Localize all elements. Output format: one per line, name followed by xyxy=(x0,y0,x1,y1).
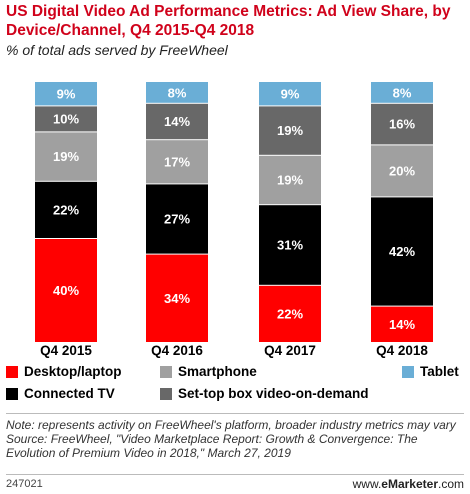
bar-segment xyxy=(371,103,433,145)
bar-segment xyxy=(371,82,433,103)
legend-item: Connected TV xyxy=(6,386,115,401)
x-tick-label: Q4 2015 xyxy=(40,343,92,358)
bar-segment xyxy=(35,132,97,181)
bar-segment xyxy=(146,140,208,184)
data-label: 14% xyxy=(389,317,415,332)
chart-title: US Digital Video Ad Performance Metrics:… xyxy=(6,3,451,39)
data-label: 9% xyxy=(57,87,76,102)
bar-segment xyxy=(146,82,208,103)
data-label: 10% xyxy=(53,111,79,126)
bar-segment xyxy=(259,285,321,342)
bar-segment xyxy=(146,184,208,254)
legend-swatch xyxy=(402,365,414,378)
legend-label: Smartphone xyxy=(178,364,257,379)
source-text: Source: FreeWheel, "Video Marketplace Re… xyxy=(6,432,418,460)
bar-segment xyxy=(35,106,97,132)
data-label: 40% xyxy=(53,283,79,298)
x-tick-label: Q4 2018 xyxy=(376,343,428,358)
bar-segment xyxy=(259,106,321,155)
legend-label: Set-top box video-on-demand xyxy=(178,386,369,401)
bar-segment xyxy=(35,181,97,238)
data-label: 8% xyxy=(168,85,187,100)
legend-item: Set-top box video-on-demand xyxy=(160,386,369,401)
legend-label: Tablet xyxy=(420,364,459,379)
data-label: 17% xyxy=(164,154,190,169)
chart-id: 247021 xyxy=(6,478,43,490)
legend-item: Desktop/laptop xyxy=(6,364,122,379)
data-label: 8% xyxy=(393,85,412,100)
bar-segment xyxy=(371,306,433,342)
x-tick-label: Q4 2017 xyxy=(264,343,316,358)
stacked-bar-chart: 40% 22% 19% 10% 9% Q4 2015 34% 27% 17% 14% 8% Q4 20… xyxy=(35,82,433,358)
chart-subtitle: % of total ads served by FreeWheel xyxy=(6,42,228,58)
legend-swatch xyxy=(6,387,18,400)
bar-segment xyxy=(259,155,321,205)
bar-segment xyxy=(146,254,208,342)
brand-link[interactable]: www.eMarketer.com xyxy=(353,477,464,491)
data-label: 34% xyxy=(164,291,190,306)
chart-legend: Desktop/laptop Connected TV Smartphone Set-… xyxy=(0,360,470,410)
notes: Note: represents activity on FreeWheel's… xyxy=(6,418,466,460)
data-label: 42% xyxy=(389,244,415,259)
divider xyxy=(6,474,464,475)
bar-segment xyxy=(371,197,433,306)
bar-segment xyxy=(35,82,97,106)
data-label: 19% xyxy=(277,123,303,138)
bar-segment xyxy=(371,145,433,197)
data-label: 31% xyxy=(277,238,303,253)
divider xyxy=(6,413,464,414)
bar-segment xyxy=(35,239,97,342)
x-tick-label: Q4 2016 xyxy=(151,343,203,358)
legend-swatch xyxy=(160,365,172,378)
bar-segment xyxy=(259,82,321,106)
data-label: 22% xyxy=(277,306,303,321)
bar-segment xyxy=(259,205,321,285)
data-label: 19% xyxy=(53,149,79,164)
data-label: 27% xyxy=(164,212,190,227)
legend-label: Desktop/laptop xyxy=(24,364,122,379)
brand-prefix: www. xyxy=(352,477,382,491)
legend-item: Tablet xyxy=(402,364,459,379)
bar-segment xyxy=(146,103,208,140)
data-label: 9% xyxy=(281,87,300,102)
data-label: 19% xyxy=(277,173,303,188)
legend-swatch xyxy=(6,365,18,378)
note-text: Note: represents activity on FreeWheel's… xyxy=(6,418,456,432)
legend-item: Smartphone xyxy=(160,364,257,379)
data-label: 16% xyxy=(389,117,415,132)
data-label: 22% xyxy=(53,202,79,217)
brand-suffix: .com xyxy=(437,477,464,491)
data-label: 14% xyxy=(164,114,190,129)
brand-name: eMarketer xyxy=(381,477,438,491)
legend-swatch xyxy=(160,387,172,400)
data-label: 20% xyxy=(389,163,415,178)
legend-label: Connected TV xyxy=(24,386,115,401)
